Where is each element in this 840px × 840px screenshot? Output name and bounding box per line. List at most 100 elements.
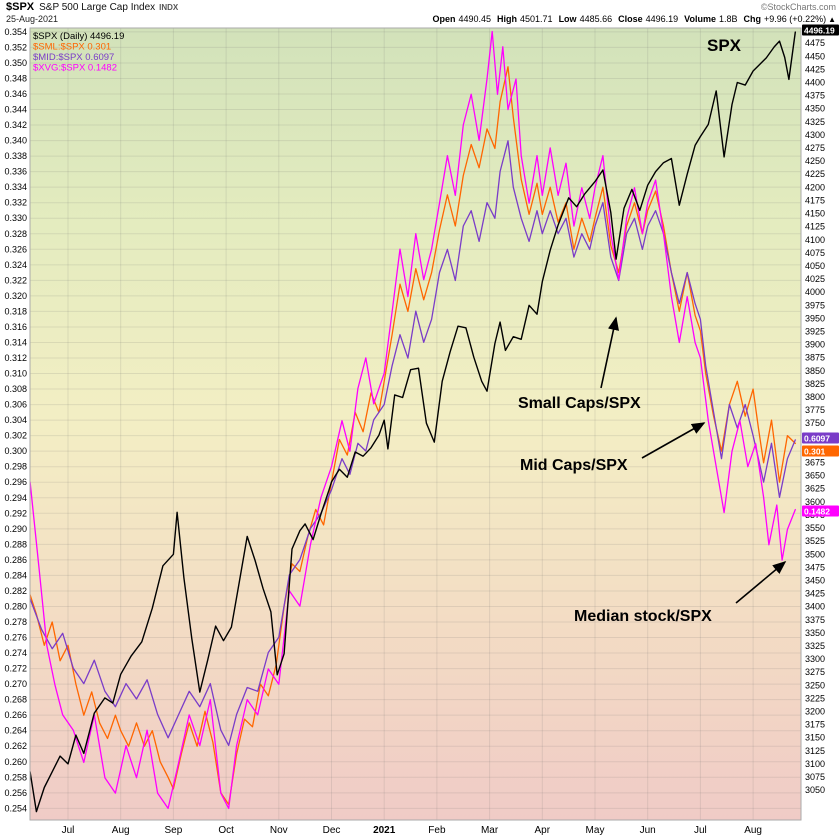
right-tick-label: 4025	[805, 274, 825, 284]
right-tick-label: 3225	[805, 693, 825, 703]
left-tick-label: 0.342	[4, 120, 27, 130]
left-tick-label: 0.296	[4, 477, 27, 487]
legend-item-sml-spx: $SML:$SPX 0.301	[33, 42, 111, 53]
series-mid-spx	[29, 140, 796, 747]
right-tick-label: 4300	[805, 130, 825, 140]
left-tick-label: 0.298	[4, 462, 27, 472]
right-tick-label: 3825	[805, 379, 825, 389]
right-tick-label: 4350	[805, 104, 825, 114]
left-tick-label: 0.288	[4, 539, 27, 549]
right-tick-label: 3975	[805, 300, 825, 310]
left-tick-label: 0.346	[4, 89, 27, 99]
left-tick-label: 0.336	[4, 167, 27, 177]
right-tick-label: 3200	[805, 706, 825, 716]
right-tick-label: 4050	[805, 261, 825, 271]
left-tick-label: 0.276	[4, 633, 27, 643]
right-tick-label: 4225	[805, 169, 825, 179]
right-tick-label: 3275	[805, 667, 825, 677]
left-tick-label: 0.278	[4, 617, 27, 627]
price-tag-0-1482: 0.1482	[804, 507, 830, 517]
price-tags: 4496.19 0.6097 0.301 0.1482	[802, 24, 839, 517]
quote-value: 4485.66	[579, 14, 613, 24]
right-tick-label: 3300	[805, 654, 825, 664]
left-tick-label: 0.328	[4, 229, 27, 239]
price-tag-box	[802, 445, 839, 457]
left-tick-label: 0.280	[4, 601, 27, 611]
quote-label: Chg	[743, 14, 762, 24]
left-tick-label: 0.292	[4, 508, 27, 518]
chart-date: 25-Aug-2021	[6, 14, 59, 24]
right-tick-label: 3150	[805, 733, 825, 743]
left-tick-label: 0.344	[4, 105, 27, 115]
left-tick-label: 0.304	[4, 415, 27, 425]
x-tick-label: Apr	[535, 825, 551, 836]
left-tick-label: 0.340	[4, 136, 27, 146]
right-tick-label: 4425	[805, 64, 825, 74]
x-tick-label: Jul	[62, 825, 75, 836]
right-tick-label: 4475	[805, 38, 825, 48]
left-tick-label: 0.294	[4, 493, 27, 503]
price-tag-0-301: 0.301	[804, 447, 826, 457]
x-tick-label: Mar	[481, 825, 499, 836]
right-tick-label: 4325	[805, 117, 825, 127]
quote-label: Open	[432, 14, 456, 24]
quote-value: 4490.45	[458, 14, 492, 24]
left-tick-label: 0.262	[4, 741, 27, 751]
quote-value: 4496.19	[645, 14, 679, 24]
left-tick-label: 0.260	[4, 757, 27, 767]
x-tick-label: Oct	[218, 825, 234, 836]
right-tick-label: 4450	[805, 51, 825, 61]
right-tick-label: 3875	[805, 353, 825, 363]
plot-border	[29, 27, 802, 821]
quote-label: Low	[558, 14, 577, 24]
index-name: S&P 500 Large Cap Index	[39, 2, 156, 13]
right-tick-label: 3550	[805, 523, 825, 533]
right-tick-label: 4000	[805, 287, 825, 297]
plot-background	[30, 28, 801, 820]
right-tick-label: 3750	[805, 418, 825, 428]
left-tick-label: 0.254	[4, 803, 27, 813]
right-tick-label: 4100	[805, 235, 825, 245]
right-tick-label: 3925	[805, 326, 825, 336]
right-tick-label: 4275	[805, 143, 825, 153]
right-tick-label: 4200	[805, 182, 825, 192]
right-tick-label: 3650	[805, 471, 825, 481]
right-axis-labels: 4475 4450 4425 4400 4375 4350 4325 4300 4275 4250…	[805, 38, 825, 795]
left-tick-label: 0.350	[4, 58, 27, 68]
right-tick-label: 3525	[805, 536, 825, 546]
left-tick-label: 0.324	[4, 260, 27, 270]
x-tick-label: Feb	[428, 825, 446, 836]
right-tick-label: 3375	[805, 615, 825, 625]
left-tick-label: 0.354	[4, 27, 27, 37]
price-tag-box	[802, 24, 839, 36]
annotation-spx: SPX	[707, 36, 742, 55]
x-tick-label: Aug	[112, 825, 130, 836]
left-tick-label: 0.326	[4, 244, 27, 254]
price-tag-box	[802, 505, 839, 517]
price-tag-box	[802, 432, 839, 444]
right-tick-label: 3250	[805, 680, 825, 690]
exchange-tag: INDX	[159, 3, 179, 12]
left-tick-label: 0.274	[4, 648, 27, 658]
series-spx	[29, 31, 796, 813]
left-tick-label: 0.348	[4, 73, 27, 83]
x-tick-label: Nov	[270, 825, 288, 836]
legend-item-spx: $SPX (Daily) 4496.19	[33, 31, 124, 42]
x-axis-labels: Jul Aug Sep Oct Nov Dec 2021 Feb Mar Apr May Jun Jul…	[62, 825, 762, 836]
x-tick-label: Aug	[744, 825, 762, 836]
left-tick-label: 0.338	[4, 151, 27, 161]
right-tick-label: 3475	[805, 562, 825, 572]
x-tick-label: 2021	[373, 825, 396, 836]
quote-line: Open 4490.45 High 4501.71 Low 4485.66 Close 449…	[426, 14, 836, 24]
right-tick-label: 3950	[805, 313, 825, 323]
left-tick-label: 0.316	[4, 322, 27, 332]
right-tick-label: 3850	[805, 366, 825, 376]
quote-label: Volume	[684, 14, 717, 24]
right-tick-label: 3175	[805, 720, 825, 730]
x-tick-label: Jul	[694, 825, 707, 836]
left-tick-label: 0.312	[4, 353, 27, 363]
left-axis-labels: 0.254 0.256 0.258 0.260 0.262 0.264 0.266 0.268…	[4, 27, 27, 813]
annotations: SPX Small Caps/SPX Mid Caps/SPX Median stoc…	[518, 36, 787, 625]
quote-value: 4501.71	[520, 14, 553, 24]
x-tick-label: Jun	[640, 825, 656, 836]
